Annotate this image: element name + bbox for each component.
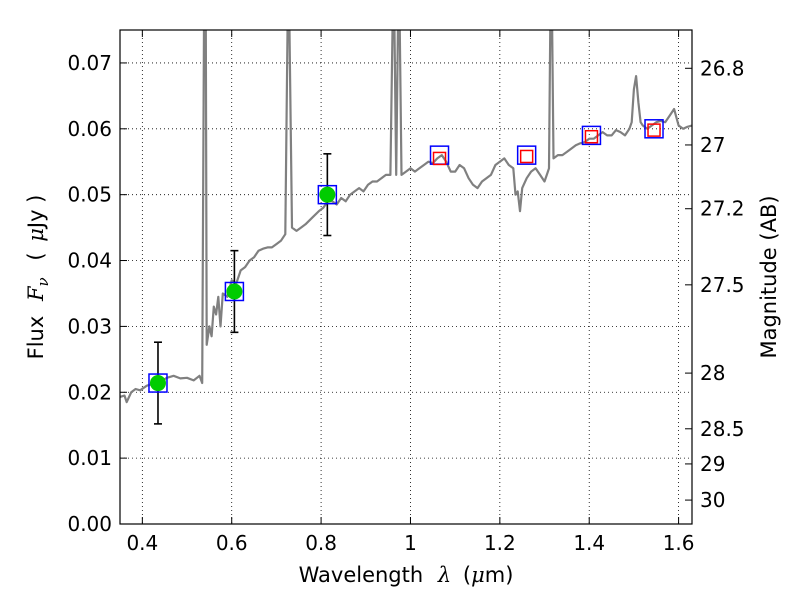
x-axis-symbol: λ bbox=[437, 563, 451, 587]
x-axis-ticks: 0.4 0.6 0.8 1 1.2 1.4 1.6 bbox=[126, 30, 695, 555]
y-axis-symbol: F bbox=[24, 285, 48, 302]
y-tick-label: 0.04 bbox=[67, 249, 112, 273]
y-tick-label: 0.06 bbox=[67, 117, 112, 141]
magnitude-tick-label: 30 bbox=[700, 488, 725, 512]
magnitude-tick-label: 27.5 bbox=[700, 273, 745, 297]
x-tick-label: 1.4 bbox=[573, 531, 605, 555]
magnitude-tick-label: 26.8 bbox=[700, 56, 745, 80]
y-tick-label: 0.01 bbox=[67, 446, 112, 470]
model-flux-square bbox=[148, 373, 168, 393]
model-flux-square bbox=[224, 281, 245, 302]
y-axis-ticks: 0.00 0.01 0.02 0.03 0.04 0.05 0.06 0.07 bbox=[67, 51, 127, 536]
plot-background bbox=[120, 30, 692, 524]
series-layer bbox=[120, 30, 692, 404]
x-axis-title: Wavelength λ (μm) bbox=[299, 563, 514, 587]
model-flux-square bbox=[317, 184, 338, 205]
x-axis-title-text: Wavelength bbox=[299, 563, 424, 587]
y-tick-label: 0.07 bbox=[67, 51, 112, 75]
x-tick-label: 0.8 bbox=[305, 531, 337, 555]
model-flux-square bbox=[644, 119, 664, 139]
y-axis-subscript: ν bbox=[34, 277, 52, 286]
upper-limit-square bbox=[584, 129, 599, 144]
x-tick-label: 1.6 bbox=[663, 531, 695, 555]
x-axis-unit-mu: μ bbox=[471, 563, 485, 587]
x-tick-label: 0.4 bbox=[126, 531, 158, 555]
magnitude-tick-label: 27 bbox=[700, 133, 725, 157]
upper-limit-square bbox=[432, 151, 447, 166]
x-tick-label: 1.2 bbox=[484, 531, 516, 555]
x-tick-label: 0.6 bbox=[216, 531, 248, 555]
magnitude-tick-label: 27.2 bbox=[700, 197, 745, 221]
x-axis-unit-suffix: m) bbox=[485, 563, 514, 587]
y-tick-label: 0.03 bbox=[67, 314, 112, 338]
magnitude-axis-title: Magnitude (AB) bbox=[757, 195, 781, 358]
y-axis-unit-prefix: ( bbox=[24, 252, 48, 260]
magnitude-axis-ticks: 26.8 27 27.2 27.5 28 28.5 29 30 bbox=[685, 56, 745, 512]
model-flux-square bbox=[516, 145, 537, 165]
model-flux-square bbox=[581, 125, 602, 146]
x-tick-label: 1 bbox=[404, 531, 417, 555]
observed-flux-point bbox=[149, 375, 166, 392]
upper-limit-square bbox=[519, 149, 534, 164]
y-tick-label: 0.02 bbox=[67, 380, 112, 404]
y-axis-title-text: Flux bbox=[24, 316, 48, 360]
y-tick-label: 0.00 bbox=[67, 512, 112, 536]
y-axis-title: Flux Fν ( μJy ) bbox=[24, 195, 53, 360]
model-sed-line bbox=[120, 30, 692, 404]
x-axis-unit-prefix: ( bbox=[463, 563, 471, 587]
y-tick-label: 0.05 bbox=[67, 183, 112, 207]
observed-flux-point bbox=[226, 283, 243, 300]
y-axis-unit-mu: μ bbox=[24, 228, 48, 242]
magnitude-tick-label: 29 bbox=[700, 452, 725, 476]
markers-layer bbox=[148, 119, 664, 425]
y-axis-unit-suffix: Jy ) bbox=[24, 195, 48, 231]
magnitude-tick-label: 28 bbox=[700, 361, 725, 385]
plot-frame bbox=[119, 29, 693, 525]
upper-limit-square bbox=[647, 123, 661, 137]
magnitude-tick-label: 28.5 bbox=[700, 417, 745, 441]
observed-flux-point bbox=[319, 186, 336, 203]
